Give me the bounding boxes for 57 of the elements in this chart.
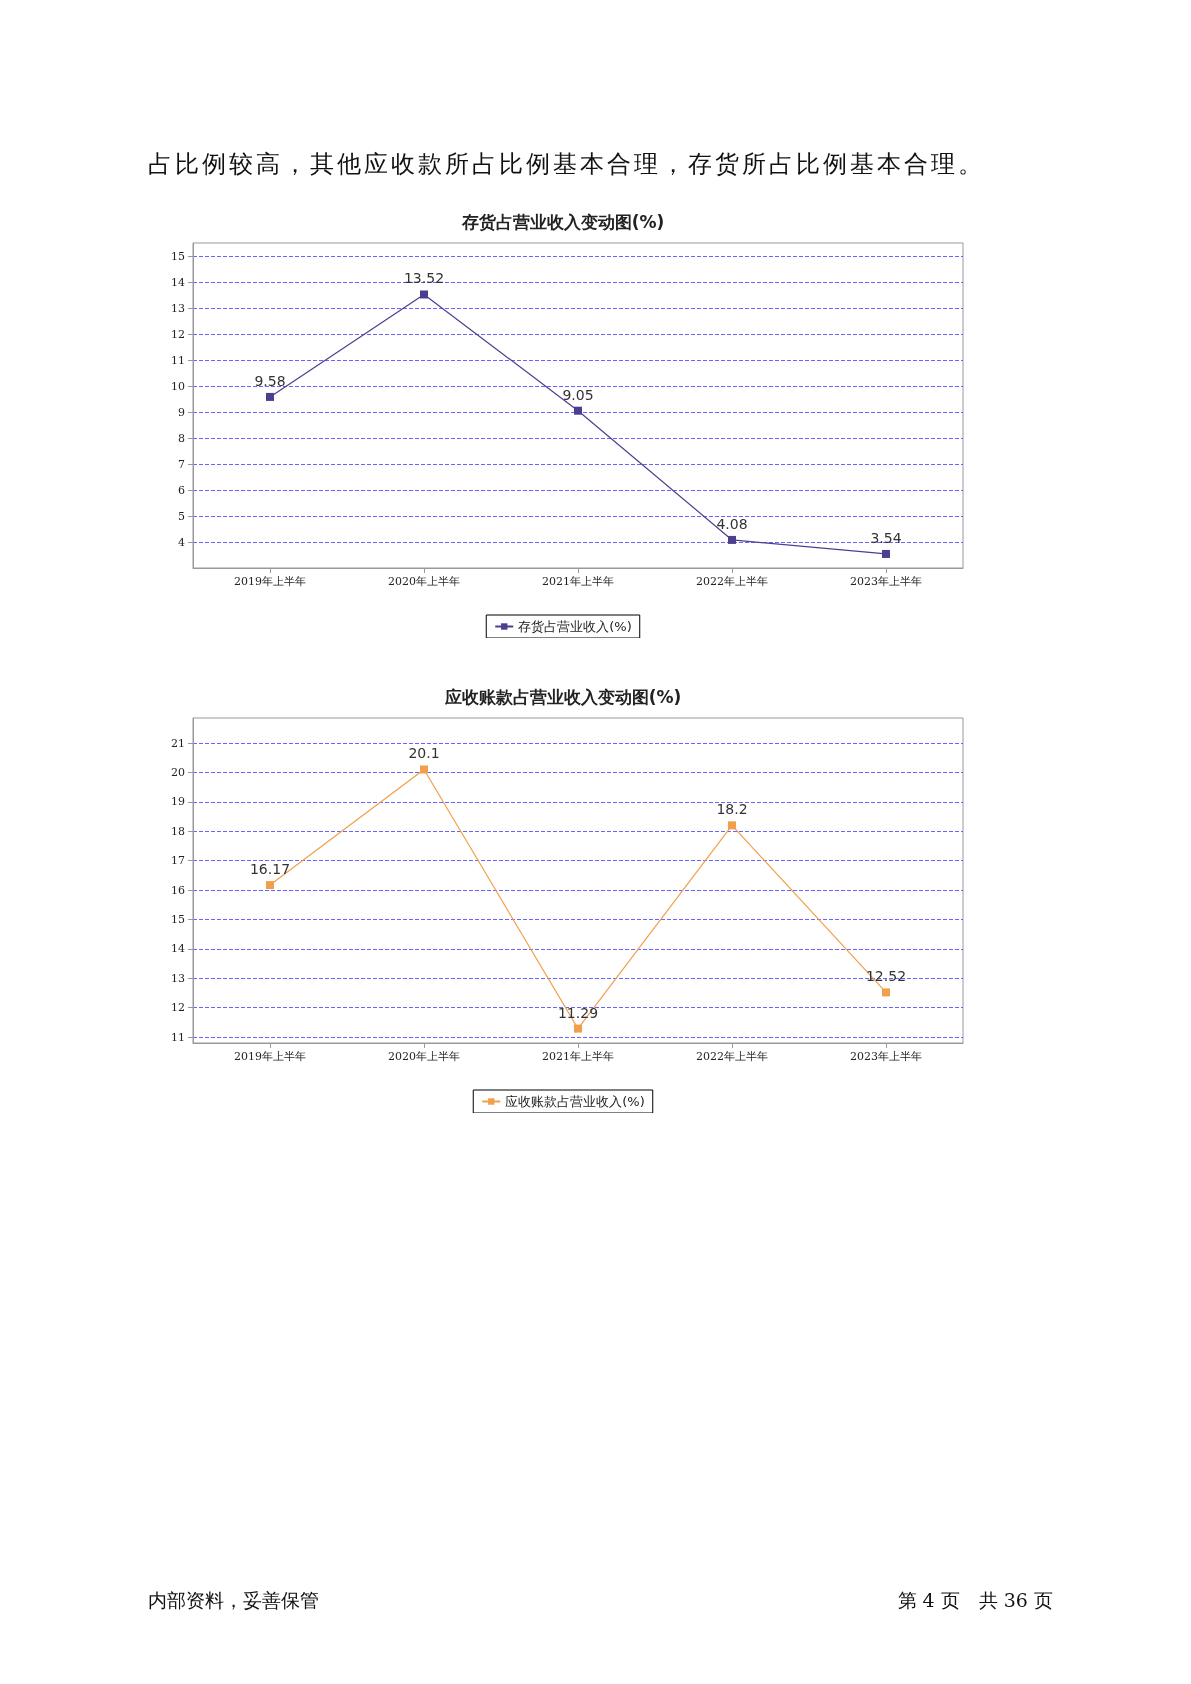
y-tick-label: 12 — [171, 1001, 185, 1015]
y-tick-label: 18 — [171, 824, 185, 838]
y-tick-label: 14 — [171, 275, 185, 289]
y-tick-label: 11 — [171, 353, 185, 367]
chart-title: 存货占营业收入变动图(%) — [460, 211, 665, 232]
y-tick-label: 6 — [178, 483, 185, 497]
y-tick-label: 11 — [171, 1030, 185, 1044]
chart-title: 应收账款占营业收入变动图(%) — [443, 686, 682, 707]
point — [420, 765, 428, 774]
data-label: 20.1 — [408, 745, 440, 762]
y-tick-label: 21 — [171, 736, 185, 750]
data-label: 18.2 — [716, 801, 748, 818]
x-tick-label: 2020年上半年 — [388, 575, 460, 588]
point — [882, 549, 890, 558]
y-tick-label: 14 — [171, 942, 185, 956]
y-tick-label: 16 — [171, 883, 185, 897]
point — [574, 1024, 582, 1033]
y-tick-label: 15 — [171, 249, 185, 263]
x-tick-label: 2019年上半年 — [234, 575, 306, 588]
point — [882, 988, 890, 997]
data-label: 3.54 — [870, 529, 902, 546]
y-tick-label: 20 — [171, 765, 185, 779]
point — [420, 290, 428, 299]
x-tick-label: 2020年上半年 — [388, 1050, 460, 1063]
y-tick-label: 13 — [171, 971, 185, 985]
y-tick-label: 7 — [178, 457, 185, 471]
y-tick-label: 5 — [178, 509, 185, 523]
x-tick-label: 2022年上半年 — [696, 575, 768, 588]
y-tick-label: 17 — [171, 854, 185, 868]
x-tick-label: 2022年上半年 — [696, 1050, 768, 1063]
y-tick-label: 19 — [171, 795, 185, 809]
text: 第 4 页 共 36 页 — [897, 1588, 1053, 1613]
y-tick-label: 4 — [178, 535, 185, 549]
point — [728, 821, 736, 830]
y-tick-label: 15 — [171, 912, 185, 926]
x-tick-label: 2021年上半年 — [542, 575, 614, 588]
data-label: 9.58 — [254, 372, 286, 389]
legend-label: 存货占营业收入(%) — [518, 619, 632, 634]
data-label: 9.05 — [562, 386, 594, 403]
legend-label: 应收账款占营业收入(%) — [505, 1094, 645, 1109]
data-label: 16.17 — [249, 861, 291, 878]
y-tick-label: 12 — [171, 327, 185, 341]
y-tick-label: 8 — [178, 431, 185, 445]
x-tick-label: 2021年上半年 — [542, 1050, 614, 1063]
point — [728, 535, 736, 544]
point — [266, 881, 274, 890]
x-tick-label: 2019年上半年 — [234, 1050, 306, 1063]
x-tick-label: 2023年上半年 — [850, 1050, 922, 1063]
point — [266, 392, 274, 401]
y-tick-label: 9 — [178, 405, 185, 419]
text: 占比例较高，其他应收款所占比例基本合理，存货所占比例基本合理。 — [148, 149, 986, 180]
text: 内部资料，妥善保管 — [148, 1588, 319, 1613]
data-label: 4.08 — [716, 515, 748, 532]
x-tick-label: 2023年上半年 — [850, 575, 922, 588]
y-tick-label: 10 — [171, 379, 185, 393]
point — [574, 406, 582, 415]
y-tick-label: 13 — [171, 301, 185, 315]
